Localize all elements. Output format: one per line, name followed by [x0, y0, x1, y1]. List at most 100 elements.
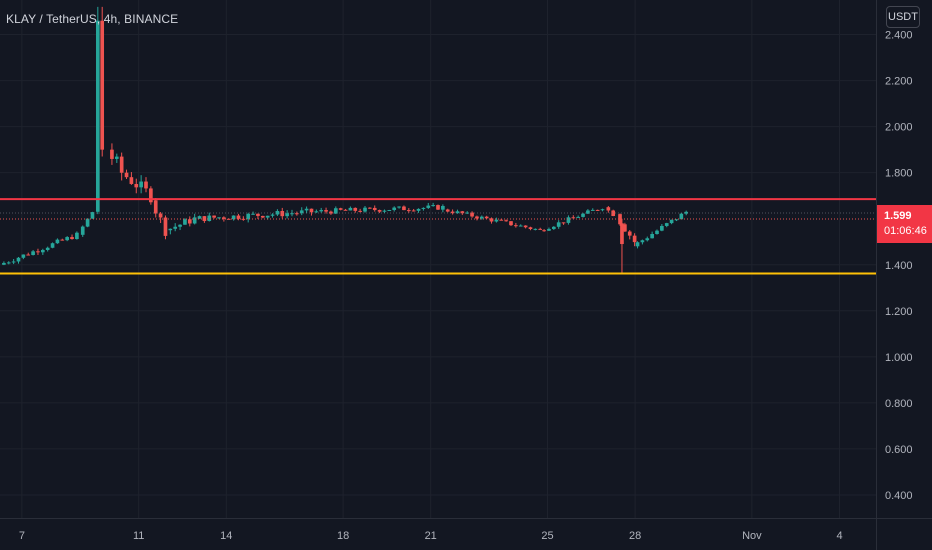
candle [581, 212, 585, 218]
candle-body [475, 216, 479, 219]
candle-body [460, 211, 465, 214]
candle [16, 256, 21, 264]
candle-body [80, 226, 85, 235]
candle-body [158, 213, 163, 218]
candle [95, 6, 100, 215]
candle [421, 207, 426, 211]
candle-body [679, 213, 684, 220]
candle [650, 231, 654, 239]
candle [611, 209, 616, 217]
candle [674, 219, 679, 222]
candle [455, 209, 460, 214]
candle [139, 175, 143, 194]
candle-body [40, 250, 45, 253]
candle [494, 217, 499, 223]
candle-body [343, 209, 348, 211]
candle-body [290, 213, 294, 215]
candle-body [421, 207, 426, 209]
candle-body [183, 219, 187, 225]
candle [158, 212, 163, 224]
candle-body [655, 230, 659, 234]
candle [197, 215, 202, 219]
candle-body [674, 219, 679, 221]
candle [528, 226, 533, 231]
candle-body [363, 207, 367, 212]
candle-body [533, 228, 538, 230]
candle-body [314, 211, 319, 213]
candle-body [295, 213, 299, 215]
candle [31, 249, 35, 256]
candle-body [222, 217, 226, 219]
candle-body [595, 209, 600, 211]
candle [85, 218, 90, 228]
candle [124, 169, 129, 180]
price-tick-label: 2.200 [885, 76, 913, 88]
time-tick-label: 11 [133, 530, 144, 542]
candle-body [90, 212, 95, 219]
candle [251, 211, 255, 215]
candle-body [576, 216, 580, 218]
candle-body [275, 211, 280, 215]
candle-body [561, 222, 566, 224]
candle-body [479, 216, 484, 219]
candle-body [231, 215, 236, 220]
candle [290, 209, 294, 217]
candle [275, 209, 280, 216]
candle [669, 219, 674, 225]
last-price-badge: 1.599 01:06:46 [877, 205, 932, 243]
candle [600, 208, 605, 212]
candle-body [358, 210, 362, 212]
candle-body [416, 208, 421, 211]
candle [212, 215, 216, 219]
candle-body [256, 213, 260, 216]
candle-body [187, 219, 192, 224]
candle-body [139, 181, 143, 188]
candle [397, 206, 401, 209]
candle-body [684, 211, 689, 214]
symbol-title: KLAY / TetherUS, 4h, BINANCE [6, 12, 179, 26]
price-tick-label: 0.400 [885, 490, 913, 502]
time-tick-label: 21 [425, 530, 437, 542]
candle-body [50, 243, 55, 248]
candle [561, 222, 566, 225]
candles [2, 6, 689, 274]
candle-body [60, 239, 65, 241]
candle-body [119, 156, 124, 173]
candle-body [197, 216, 202, 219]
candle [411, 208, 416, 212]
candle [632, 233, 637, 247]
candle-body [431, 205, 435, 207]
candle [475, 215, 479, 221]
candle-body [623, 224, 627, 232]
candle-body [465, 212, 470, 214]
candle [11, 259, 16, 265]
candle-body [21, 254, 26, 258]
candle-body [445, 209, 450, 212]
price-axis[interactable]: 2.400 2.200 2.000 1.800 1.400 1.200 1.000 0.800… [876, 0, 913, 550]
candle [445, 208, 450, 213]
candle [178, 224, 182, 231]
currency-button[interactable]: USDT [886, 6, 920, 28]
candle [377, 209, 382, 214]
candle-body [144, 181, 148, 189]
candle-body [499, 219, 504, 221]
candle-body [504, 220, 508, 222]
candle [465, 211, 470, 215]
time-tick-label: 18 [337, 530, 349, 542]
candle [40, 248, 45, 255]
candle [100, 6, 105, 157]
candle [620, 218, 624, 274]
time-axis[interactable]: 7 11 14 18 21 25 28 Nov 4 [0, 518, 932, 543]
candle [114, 153, 119, 163]
candle [183, 218, 187, 225]
candle-body [319, 210, 324, 212]
candle-body [26, 254, 31, 256]
candle [75, 231, 79, 240]
candle-body [571, 217, 576, 219]
candle [348, 206, 353, 211]
candle [664, 222, 669, 228]
candle-body [299, 210, 304, 214]
candle [518, 224, 523, 227]
